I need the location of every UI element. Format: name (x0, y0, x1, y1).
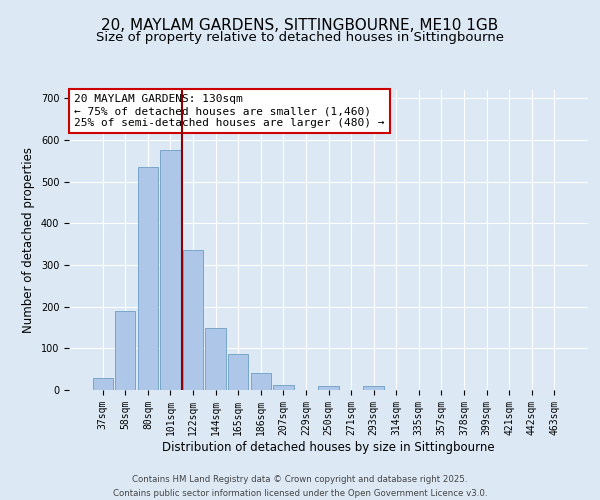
Bar (251, 374, 271, 390)
Text: 20, MAYLAM GARDENS, SITTINGBOURNE, ME10 1GB: 20, MAYLAM GARDENS, SITTINGBOURNE, ME10 … (101, 18, 499, 32)
Bar (364, 386, 384, 390)
Bar (228, 354, 248, 390)
Bar (138, 167, 158, 390)
X-axis label: Distribution of detached houses by size in Sittingbourne: Distribution of detached houses by size … (162, 440, 495, 454)
Bar (183, 250, 203, 390)
Bar (273, 385, 293, 390)
Bar (319, 386, 338, 390)
Bar (205, 328, 226, 390)
Bar (92, 378, 113, 390)
Text: Size of property relative to detached houses in Sittingbourne: Size of property relative to detached ho… (96, 31, 504, 44)
Y-axis label: Number of detached properties: Number of detached properties (22, 147, 35, 333)
Bar (115, 311, 136, 390)
Text: 20 MAYLAM GARDENS: 130sqm
← 75% of detached houses are smaller (1,460)
25% of se: 20 MAYLAM GARDENS: 130sqm ← 75% of detac… (74, 94, 385, 128)
Bar (160, 150, 181, 390)
Text: Contains HM Land Registry data © Crown copyright and database right 2025.
Contai: Contains HM Land Registry data © Crown c… (113, 476, 487, 498)
